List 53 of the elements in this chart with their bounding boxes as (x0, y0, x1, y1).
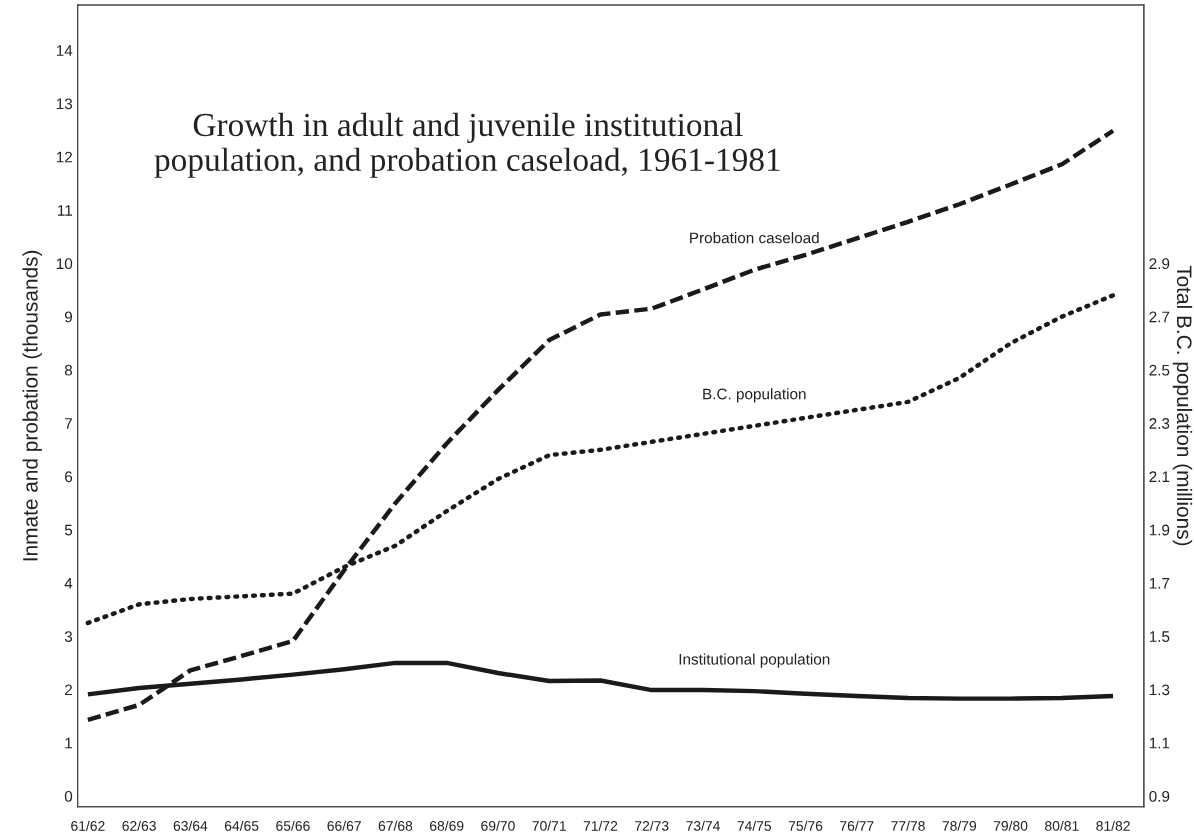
series-label: Probation caseload (690, 232, 819, 244)
x-tick-label: 63/64 (173, 820, 208, 831)
x-tick-label: 68/69 (430, 820, 464, 831)
y-tick-label: 11 (58, 205, 72, 216)
y-tick-label: 0 (64, 790, 73, 802)
x-tick-label: 69/70 (481, 820, 515, 831)
x-tick-label: 76/77 (840, 820, 874, 831)
y2-tick-label: 1.5 (1149, 631, 1170, 642)
y-tick-label: 5 (64, 524, 73, 536)
y-tick-label: 6 (65, 471, 73, 483)
y-tick-label: 2 (65, 684, 72, 696)
y2-tick-label: 2.5 (1149, 364, 1170, 376)
y2-tick-label: 1.3 (1149, 684, 1170, 696)
x-tick-label: 72/73 (635, 820, 669, 831)
y2-tick-label: 1.7 (1149, 578, 1170, 589)
x-tick-label: 70/71 (532, 820, 566, 831)
x-tick-label: 80/81 (1045, 820, 1079, 831)
x-tick-label: 77/78 (891, 820, 925, 831)
y-tick-label: 1 (65, 737, 72, 749)
y2-tick-label: 2.9 (1149, 258, 1170, 270)
y-tick-label: 10 (56, 258, 73, 270)
y2-axis-title: Total B.C. population (millions) (1172, 265, 1193, 546)
x-tick-label: 66/67 (327, 820, 361, 831)
x-tick-label: 62/63 (122, 820, 156, 831)
y2-tick-label: 2.3 (1149, 418, 1170, 429)
x-tick-label: 71/72 (583, 820, 618, 831)
y2-tick-label: 1.9 (1149, 524, 1170, 536)
y2-tick-label: 0.9 (1149, 790, 1170, 802)
y-tick-label: 12 (56, 151, 72, 163)
x-tick-label: 74/75 (737, 820, 772, 831)
x-tick-label: 61/62 (71, 820, 105, 831)
y-tick-label: 4 (64, 578, 73, 589)
series-label: B.C. population (703, 388, 806, 403)
series-label: Institutional population (679, 653, 830, 668)
x-tick-label: 73/74 (686, 820, 720, 831)
y-tick-label: 3 (64, 631, 73, 642)
y-tick-label: 7 (65, 418, 72, 429)
y-tick-label: 13 (56, 98, 73, 110)
x-tick-label: 75/76 (788, 820, 823, 831)
y-tick-label: 14 (56, 45, 73, 56)
x-tick-label: 64/65 (224, 820, 259, 831)
x-tick-label: 78/79 (942, 820, 977, 831)
y2-tick-label: 2.1 (1149, 471, 1170, 482)
x-tick-label: 67/68 (378, 820, 413, 831)
y-tick-label: 9 (64, 311, 73, 323)
y-axis-title: Inmate and probation (thousands) (22, 250, 42, 561)
y2-tick-label: 2.7 (1149, 311, 1170, 323)
x-tick-label: 65/66 (276, 820, 310, 831)
y-tick-label: 8 (64, 364, 73, 376)
x-tick-label: 81/82 (1096, 820, 1130, 831)
text: Growth in adult and juvenile institutional population, and probation caseload, 1961-1981 (154, 112, 780, 178)
y2-tick-label: 1.1 (1149, 737, 1170, 749)
x-tick-label: 79/80 (993, 820, 1028, 831)
